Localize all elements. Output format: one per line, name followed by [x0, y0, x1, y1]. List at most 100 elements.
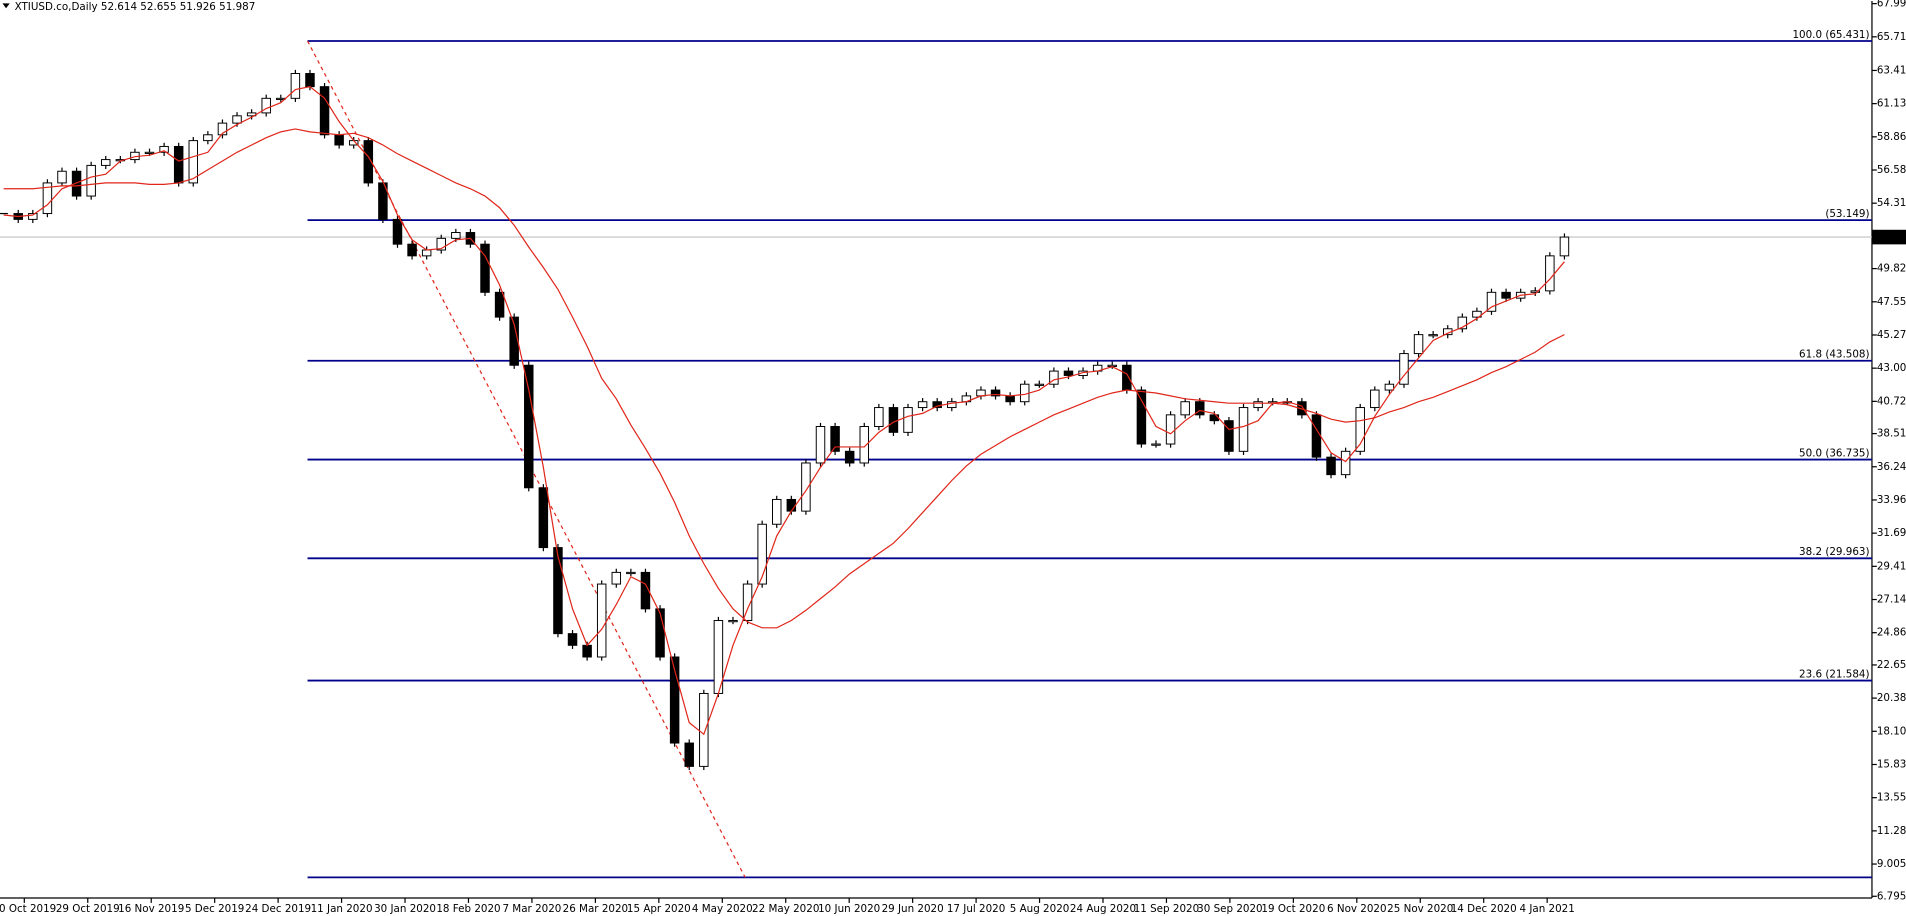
x-tick-label: 16 Nov 2019 — [118, 903, 184, 915]
y-tick-label: 27.140 — [1877, 594, 1906, 606]
x-tick-label: 17 Jul 2020 — [947, 903, 1005, 915]
candle — [859, 426, 870, 464]
y-tick-label: 63.41 — [1877, 64, 1906, 76]
candle — [28, 213, 38, 220]
candle — [1545, 255, 1555, 292]
candle — [173, 145, 184, 184]
fib-label: 23.6 (21.584) — [1799, 668, 1869, 680]
x-tick-label: 18 Feb 2020 — [436, 903, 500, 915]
candle — [596, 583, 607, 658]
y-tick-label: 33.965 — [1877, 494, 1906, 506]
candle — [1559, 236, 1570, 257]
candle — [494, 291, 505, 318]
candle — [830, 426, 840, 452]
candle — [1326, 456, 1336, 476]
candle — [1530, 290, 1540, 293]
candle — [1501, 291, 1511, 299]
y-tick-label: 54.310 — [1877, 197, 1906, 209]
candle — [392, 218, 403, 245]
x-tick-label: 4 Jan 2021 — [1519, 903, 1574, 915]
x-tick-label: 24 Aug 2020 — [1070, 903, 1136, 915]
ma-fast-line — [3, 85, 1565, 736]
candle — [669, 656, 680, 744]
candle — [640, 571, 651, 610]
candle — [42, 182, 53, 215]
menu-arrow[interactable] — [2, 3, 10, 9]
x-tick-label: 25 Nov 2020 — [1387, 903, 1453, 915]
candle — [874, 407, 884, 428]
candle — [1238, 407, 1249, 452]
x-tick-label: 24 Dec 2019 — [245, 903, 311, 915]
candle — [655, 608, 665, 658]
candle — [1428, 334, 1438, 337]
y-tick-label: 15.830 — [1877, 758, 1906, 770]
candle — [1034, 383, 1045, 386]
y-tick-label: 47.55 — [1877, 296, 1906, 308]
candle — [203, 134, 213, 142]
candle — [101, 159, 111, 166]
candle — [524, 364, 534, 489]
candle — [407, 243, 417, 257]
y-tick-label: 31.690 — [1877, 527, 1906, 539]
y-tick-label: 61.135 — [1877, 98, 1906, 110]
candle — [538, 487, 549, 549]
candle — [1122, 364, 1132, 391]
y-tick-label: 6.795 — [1877, 890, 1906, 902]
fib-label: 50.0 (36.735) — [1799, 447, 1869, 459]
candle — [553, 547, 563, 635]
y-tick-label: 20.380 — [1877, 692, 1906, 704]
candle — [1457, 316, 1468, 330]
x-tick-label: 26 Mar 2020 — [563, 903, 628, 915]
y-tick-label: 45.275 — [1877, 329, 1906, 341]
y-tick-label: 56.585 — [1877, 164, 1906, 176]
candle — [217, 122, 228, 136]
candle — [159, 145, 169, 153]
x-tick-label: 11 Sep 2020 — [1134, 903, 1199, 915]
candle — [990, 389, 1001, 397]
candle — [1384, 383, 1395, 391]
candle — [815, 426, 826, 464]
candle — [699, 692, 709, 767]
candle — [144, 151, 155, 154]
x-tick-label: 5 Aug 2020 — [1010, 903, 1070, 915]
fib-label: 100.0 (65.431) — [1792, 29, 1869, 41]
candle — [436, 237, 446, 251]
candle — [334, 134, 344, 146]
candle — [611, 571, 622, 585]
candle — [86, 164, 96, 197]
x-tick-label: 29 Jun 2020 — [882, 903, 944, 915]
candle — [742, 583, 753, 622]
fib-label: (53.149) — [1825, 208, 1869, 220]
candle — [888, 407, 899, 433]
x-tick-label: 11 Jan 2020 — [311, 903, 373, 915]
candle — [1195, 401, 1205, 416]
y-tick-label: 43.000 — [1877, 362, 1906, 374]
candle — [728, 620, 738, 623]
x-tick-label: 10 Jun 2020 — [818, 903, 880, 915]
fib-label: 38.2 (29.963) — [1799, 546, 1869, 558]
last-price-box — [1871, 229, 1906, 245]
y-tick-label: 67.990 — [1877, 0, 1906, 10]
candle — [1136, 389, 1147, 445]
fib-label: 61.8 (43.508) — [1799, 349, 1869, 361]
candle — [188, 140, 199, 184]
x-tick-label: 7 Mar 2020 — [502, 903, 561, 915]
candle — [1399, 353, 1409, 385]
y-tick-label: 29.415 — [1877, 560, 1906, 572]
candle — [451, 232, 461, 239]
candle — [684, 742, 694, 767]
x-tick-label: 30 Jan 2020 — [374, 903, 436, 915]
candle — [1413, 334, 1424, 355]
candle — [917, 401, 928, 409]
candle — [1151, 443, 1161, 446]
x-tick-label: 6 Nov 2020 — [1327, 903, 1387, 915]
x-tick-label: 29 Oct 2019 — [56, 903, 120, 915]
candle — [772, 498, 782, 525]
candle — [363, 140, 374, 184]
candle — [1063, 370, 1074, 376]
candle — [71, 170, 82, 197]
y-tick-label: 18.105 — [1877, 725, 1906, 737]
candle — [801, 462, 811, 512]
x-tick-label: 30 Sep 2020 — [1197, 903, 1262, 915]
